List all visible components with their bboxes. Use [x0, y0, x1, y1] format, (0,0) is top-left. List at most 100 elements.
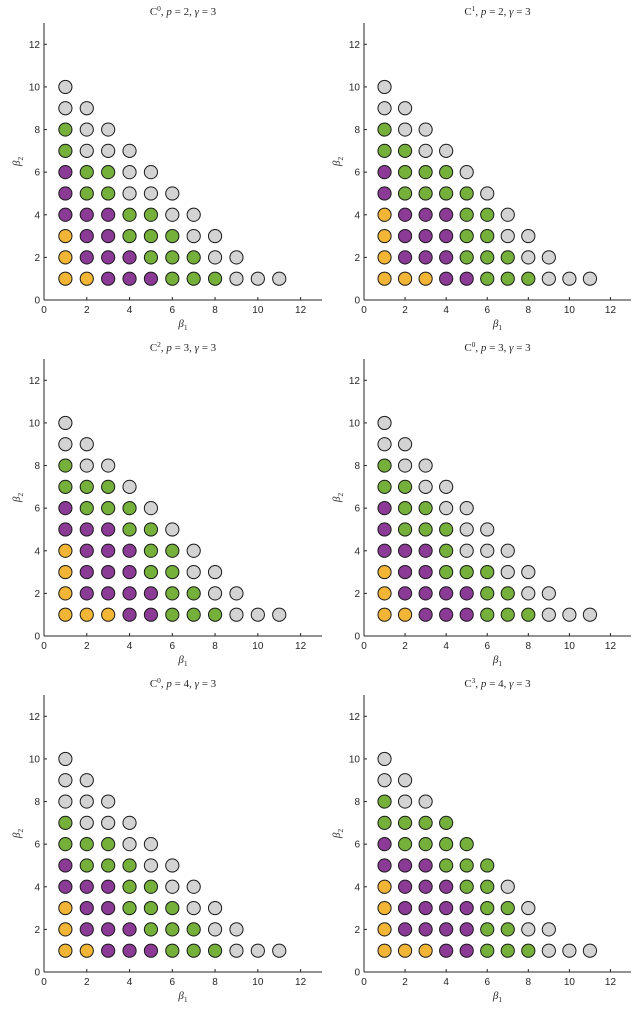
data-point-gray	[439, 501, 454, 516]
y-tick-label: 4	[354, 210, 360, 221]
x-tick-label: 12	[605, 641, 617, 652]
data-point-gray	[459, 522, 474, 537]
data-point-gray	[79, 773, 94, 788]
data-point-gray	[101, 815, 116, 830]
data-point-green	[165, 586, 180, 601]
data-point-green	[122, 501, 137, 516]
data-point-purple	[377, 837, 392, 852]
data-point-purple	[122, 922, 137, 937]
data-point-green	[143, 543, 159, 558]
data-point-gray	[541, 250, 556, 265]
x-axis-label: β1	[492, 318, 502, 332]
data-point-green	[101, 479, 116, 494]
data-point-gray	[377, 415, 392, 431]
y-tick-label: 4	[34, 210, 40, 221]
data-point-purple	[418, 564, 433, 580]
data-point-green	[101, 858, 116, 873]
data-point-purple	[101, 586, 116, 601]
data-point-gray	[79, 143, 94, 158]
data-point-green	[418, 501, 433, 516]
data-point-green	[377, 458, 392, 473]
data-point-orange	[377, 900, 392, 916]
data-point-orange	[377, 207, 392, 222]
data-point-orange	[377, 879, 392, 894]
data-point-green	[480, 943, 495, 958]
data-point-gray	[122, 479, 137, 494]
data-point-purple	[143, 586, 159, 601]
data-point-purple	[397, 564, 413, 580]
y-tick-label: 12	[349, 376, 361, 387]
data-point-green	[480, 586, 495, 601]
data-point-gray	[122, 837, 137, 852]
data-point-orange	[58, 922, 73, 937]
data-point-purple	[397, 922, 413, 937]
data-point-orange	[377, 586, 392, 601]
data-point-gray	[186, 900, 201, 916]
data-point-orange	[58, 271, 73, 286]
y-tick-label: 2	[354, 925, 360, 936]
x-tick-label: 8	[526, 305, 532, 316]
x-tick-label: 4	[443, 641, 449, 652]
data-point-purple	[418, 858, 433, 873]
data-point-purple	[439, 922, 454, 937]
data-point-green	[397, 501, 413, 516]
x-tick-label: 8	[526, 641, 532, 652]
chart-title: C0, p = 4, γ = 3	[150, 676, 217, 690]
data-point-green	[377, 122, 392, 137]
data-point-green	[79, 186, 94, 201]
data-point-gray	[500, 564, 515, 580]
y-tick-label: 10	[349, 82, 361, 93]
data-point-gray	[58, 101, 73, 116]
y-tick-label: 4	[354, 882, 360, 893]
data-point-green	[143, 228, 159, 244]
data-point-orange	[58, 586, 73, 601]
y-tick-label: 6	[34, 504, 40, 515]
x-tick-label: 10	[564, 977, 576, 988]
data-point-gray	[101, 794, 116, 809]
y-tick-label: 6	[354, 504, 360, 515]
data-point-gray	[143, 837, 159, 852]
data-point-purple	[79, 879, 94, 894]
data-point-green	[58, 458, 73, 473]
data-point-green	[439, 165, 454, 180]
data-point-purple	[439, 250, 454, 265]
data-point-purple	[122, 250, 137, 265]
data-point-green	[377, 794, 392, 809]
data-point-green	[397, 479, 413, 494]
x-tick-label: 8	[212, 305, 218, 316]
x-tick-label: 6	[484, 305, 490, 316]
data-point-gray	[521, 922, 536, 937]
data-point-orange	[58, 900, 73, 916]
data-point-purple	[418, 250, 433, 265]
data-point-orange	[79, 271, 94, 286]
y-axis-label: β2	[331, 493, 345, 503]
data-point-green	[122, 207, 137, 222]
data-point-gray	[500, 879, 515, 894]
data-point-gray	[500, 543, 515, 558]
x-tick-label: 10	[564, 641, 576, 652]
data-point-green	[500, 271, 515, 286]
data-point-green	[207, 271, 223, 286]
data-point-gray	[397, 437, 413, 452]
data-point-purple	[122, 586, 137, 601]
data-point-green	[165, 543, 180, 558]
data-point-purple	[101, 564, 116, 580]
data-point-orange	[377, 228, 392, 244]
data-point-gray	[377, 437, 392, 452]
data-point-gray	[541, 607, 556, 622]
y-tick-label: 4	[34, 546, 40, 557]
data-point-gray	[500, 207, 515, 222]
data-point-purple	[418, 922, 433, 937]
data-point-purple	[418, 879, 433, 894]
x-axis-label: β1	[177, 318, 187, 332]
x-axis-label: β1	[177, 654, 187, 668]
data-point-gray	[521, 564, 536, 580]
data-point-gray	[272, 943, 287, 958]
data-point-green	[418, 522, 433, 537]
data-point-green	[143, 879, 159, 894]
data-point-purple	[122, 543, 137, 558]
data-point-gray	[207, 922, 223, 937]
data-point-gray	[79, 437, 94, 452]
data-point-purple	[439, 943, 454, 958]
data-point-purple	[397, 228, 413, 244]
